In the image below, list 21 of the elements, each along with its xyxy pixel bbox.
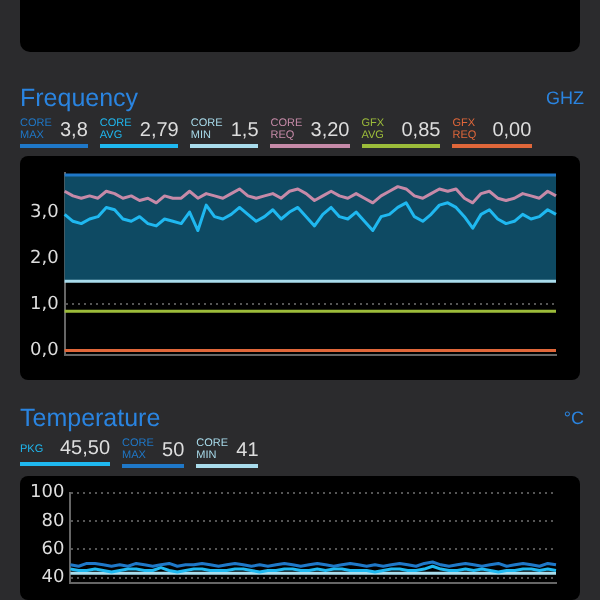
y-tick-label: 2,0 xyxy=(29,248,60,269)
y-axis-title: °C xyxy=(563,408,584,428)
y-tick-label: 100 xyxy=(29,483,65,504)
text: 0,85 xyxy=(401,119,441,141)
y-tick-label: 0,0 xyxy=(29,341,60,362)
text: 50 xyxy=(162,439,185,461)
text: 3,8 xyxy=(60,119,88,141)
y-tick-label: 40 xyxy=(41,568,65,589)
y-axis-title: GHZ xyxy=(546,88,584,108)
text: 1,5 xyxy=(230,119,259,141)
y-tick-label: 60 xyxy=(41,539,65,560)
chart-title: Temperature xyxy=(20,404,161,432)
text: 41 xyxy=(236,439,259,461)
text: 45,50 xyxy=(60,438,111,460)
y-tick-label: 1,0 xyxy=(29,295,60,316)
text: 2,79 xyxy=(139,119,179,141)
y-tick-label: 3,0 xyxy=(29,202,60,223)
text: 3,20 xyxy=(310,119,350,141)
chart-title: Frequency xyxy=(20,84,139,112)
y-tick-label: 80 xyxy=(41,511,65,532)
text: 0,00 xyxy=(492,119,532,141)
